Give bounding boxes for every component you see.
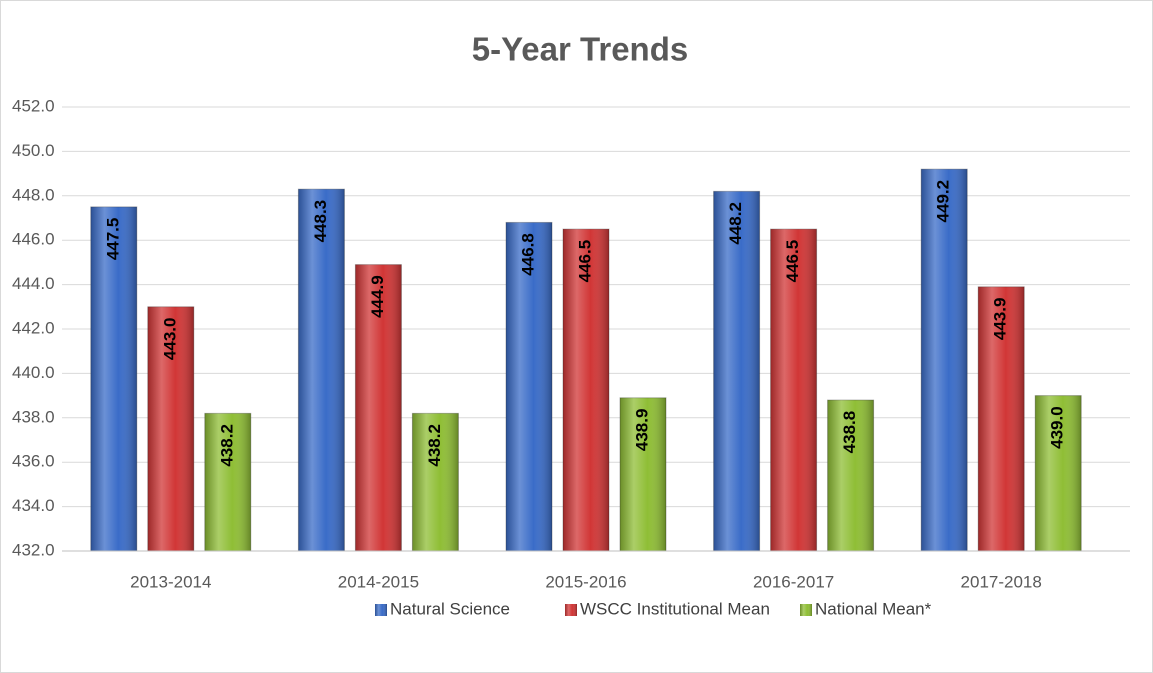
- data-label: 447.5: [103, 218, 122, 261]
- legend-swatch-shine: [375, 604, 387, 616]
- legend-swatch-shine: [565, 604, 577, 616]
- data-label: 438.8: [840, 411, 859, 454]
- y-tick-label: 440.0: [12, 363, 55, 382]
- data-label: 448.2: [726, 202, 745, 245]
- legend-label: National Mean*: [815, 599, 932, 618]
- y-tick-label: 442.0: [12, 318, 55, 337]
- data-label: 443.9: [991, 298, 1010, 341]
- x-tick-label: 2016-2017: [753, 572, 834, 591]
- y-tick-label: 436.0: [12, 452, 55, 471]
- x-tick-label: 2013-2014: [130, 572, 211, 591]
- y-tick-label: 432.0: [12, 540, 55, 559]
- y-tick-label: 434.0: [12, 496, 55, 515]
- legend-label: Natural Science: [390, 599, 510, 618]
- x-tick-label: 2015-2016: [545, 572, 626, 591]
- data-label: 439.0: [1048, 406, 1067, 449]
- y-tick-label: 444.0: [12, 274, 55, 293]
- x-tick-label: 2014-2015: [338, 572, 419, 591]
- legend-swatch-shine: [800, 604, 812, 616]
- data-label: 449.2: [934, 180, 953, 223]
- data-label: 438.9: [632, 409, 651, 452]
- data-label: 448.3: [311, 200, 330, 243]
- y-tick-label: 438.0: [12, 407, 55, 426]
- x-tick-label: 2017-2018: [961, 572, 1042, 591]
- bar: [920, 168, 968, 552]
- bar: [297, 188, 345, 552]
- data-label: 446.8: [518, 233, 537, 276]
- y-tick-label: 448.0: [12, 185, 55, 204]
- data-label: 446.5: [575, 240, 594, 283]
- y-tick-label: 446.0: [12, 230, 55, 249]
- data-label: 446.5: [783, 240, 802, 283]
- legend-label: WSCC Institutional Mean: [580, 599, 770, 618]
- y-tick-label: 452.0: [12, 96, 55, 115]
- data-label: 438.2: [425, 424, 444, 467]
- data-label: 444.9: [368, 275, 387, 318]
- chart-title: 5-Year Trends: [472, 31, 688, 68]
- data-label: 438.2: [217, 424, 236, 467]
- data-label: 443.0: [160, 318, 179, 361]
- y-tick-label: 450.0: [12, 141, 55, 160]
